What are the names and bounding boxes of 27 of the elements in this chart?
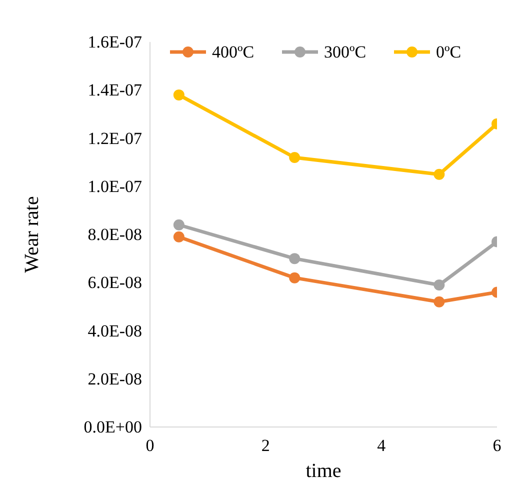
point: [173, 219, 184, 230]
point: [434, 168, 445, 180]
legend-label: 0ºC: [436, 42, 462, 62]
x-tick-label: 6: [492, 436, 502, 455]
y-tick-label: 2.0E-08: [88, 369, 142, 388]
y-tick-label: 1.4E-07: [88, 80, 142, 100]
y-axis-title: Wear rate: [21, 196, 43, 273]
x-tick-label: 4: [377, 436, 386, 455]
legend-label: 300ºC: [324, 42, 366, 62]
y-tick-label: 1.2E-07: [88, 128, 142, 148]
y-tick-label: 1.0E-07: [88, 176, 142, 196]
y-tick-label: 0.0E+00: [84, 418, 142, 436]
point: [173, 89, 184, 100]
y-tick-label: 4.0E-08: [88, 321, 142, 340]
point: [434, 296, 445, 308]
legend-label: 400ºC: [212, 42, 254, 62]
y-tick-label: 8.0E-08: [88, 225, 142, 244]
y-tick-label: 1.6E-07: [88, 32, 142, 52]
x-tick-label: 2: [261, 436, 270, 455]
point: [289, 152, 300, 163]
x-tick-label: 0: [146, 436, 154, 455]
point: [289, 272, 300, 284]
y-tick-label: 6.0E-08: [88, 273, 142, 292]
point: [289, 253, 300, 264]
point: [173, 231, 184, 242]
point: [434, 280, 445, 291]
x-axis-title: time: [306, 460, 342, 482]
